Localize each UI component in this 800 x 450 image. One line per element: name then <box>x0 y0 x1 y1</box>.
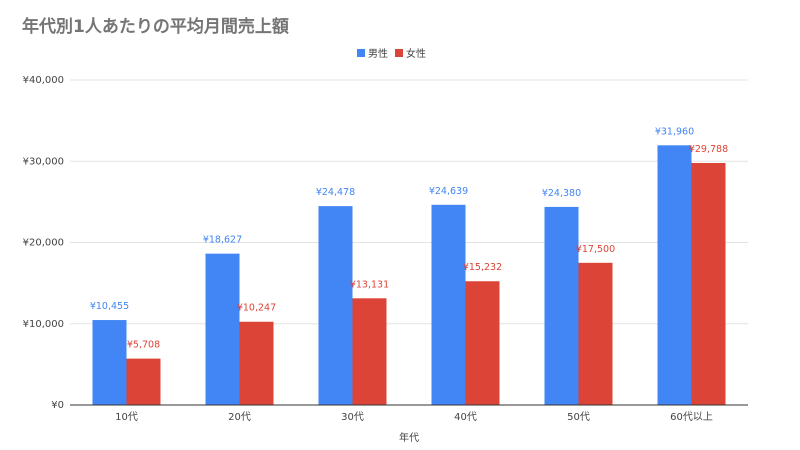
chart-title: 年代別1人あたりの平均月間売上額 <box>22 16 289 37</box>
data-label-female-5: ¥29,788 <box>689 144 728 155</box>
data-label-male-4: ¥24,380 <box>542 188 581 199</box>
legend-swatch-male <box>357 49 365 57</box>
bar-male-5 <box>657 145 692 405</box>
y-tick-label: ¥20,000 <box>23 238 64 249</box>
bar-male-1 <box>205 253 240 405</box>
x-tick-label: 30代 <box>341 411 364 423</box>
legend-swatch-female <box>395 49 403 57</box>
y-tick-label: ¥0 <box>51 400 64 411</box>
x-axis-title: 年代 <box>399 431 419 444</box>
gridlines <box>70 79 748 325</box>
x-tick-label: 10代 <box>115 411 138 423</box>
bar-female-1 <box>239 321 274 405</box>
y-tick-label: ¥40,000 <box>23 75 64 86</box>
bar-male-0 <box>92 320 127 405</box>
data-label-male-2: ¥24,478 <box>316 187 355 198</box>
bar-female-5 <box>691 162 726 405</box>
x-axis-ticks: 10代 20代 30代 40代 50代 60代以上 <box>115 411 713 423</box>
bar-male-4 <box>544 206 579 405</box>
y-tick-label: ¥10,000 <box>23 319 64 330</box>
data-label-male-3: ¥24,639 <box>429 186 468 197</box>
data-label-female-2: ¥13,131 <box>350 279 389 290</box>
x-tick-label: 40代 <box>454 411 477 423</box>
x-tick-label: 50代 <box>567 411 590 423</box>
data-label-male-0: ¥10,455 <box>90 301 129 312</box>
data-label-female-3: ¥15,232 <box>463 262 502 273</box>
bar-female-2 <box>352 298 387 405</box>
data-label-female-1: ¥10,247 <box>237 303 276 314</box>
data-labels: ¥10,455 ¥5,708 ¥18,627 ¥10,247 ¥24,478 ¥13,13… <box>90 126 728 350</box>
bar-female-3 <box>465 281 500 405</box>
data-label-female-4: ¥17,500 <box>576 244 615 255</box>
y-axis-ticks: ¥0 ¥10,000 ¥20,000 ¥30,000 ¥40,000 <box>23 75 64 411</box>
data-label-female-0: ¥5,708 <box>127 340 160 351</box>
data-label-male-1: ¥18,627 <box>203 235 242 246</box>
legend-label-male: 男性 <box>368 47 388 60</box>
bars <box>92 145 726 405</box>
x-tick-label: 60代以上 <box>670 411 713 423</box>
legend-label-female: 女性 <box>406 47 426 60</box>
bar-female-4 <box>578 262 613 405</box>
bar-female-0 <box>126 358 161 405</box>
y-tick-label: ¥30,000 <box>23 156 64 167</box>
bar-male-2 <box>318 206 353 405</box>
data-label-male-5: ¥31,960 <box>655 126 694 137</box>
bar-male-3 <box>431 204 466 405</box>
x-tick-label: 20代 <box>228 411 251 423</box>
legend: 男性 女性 <box>357 47 426 60</box>
